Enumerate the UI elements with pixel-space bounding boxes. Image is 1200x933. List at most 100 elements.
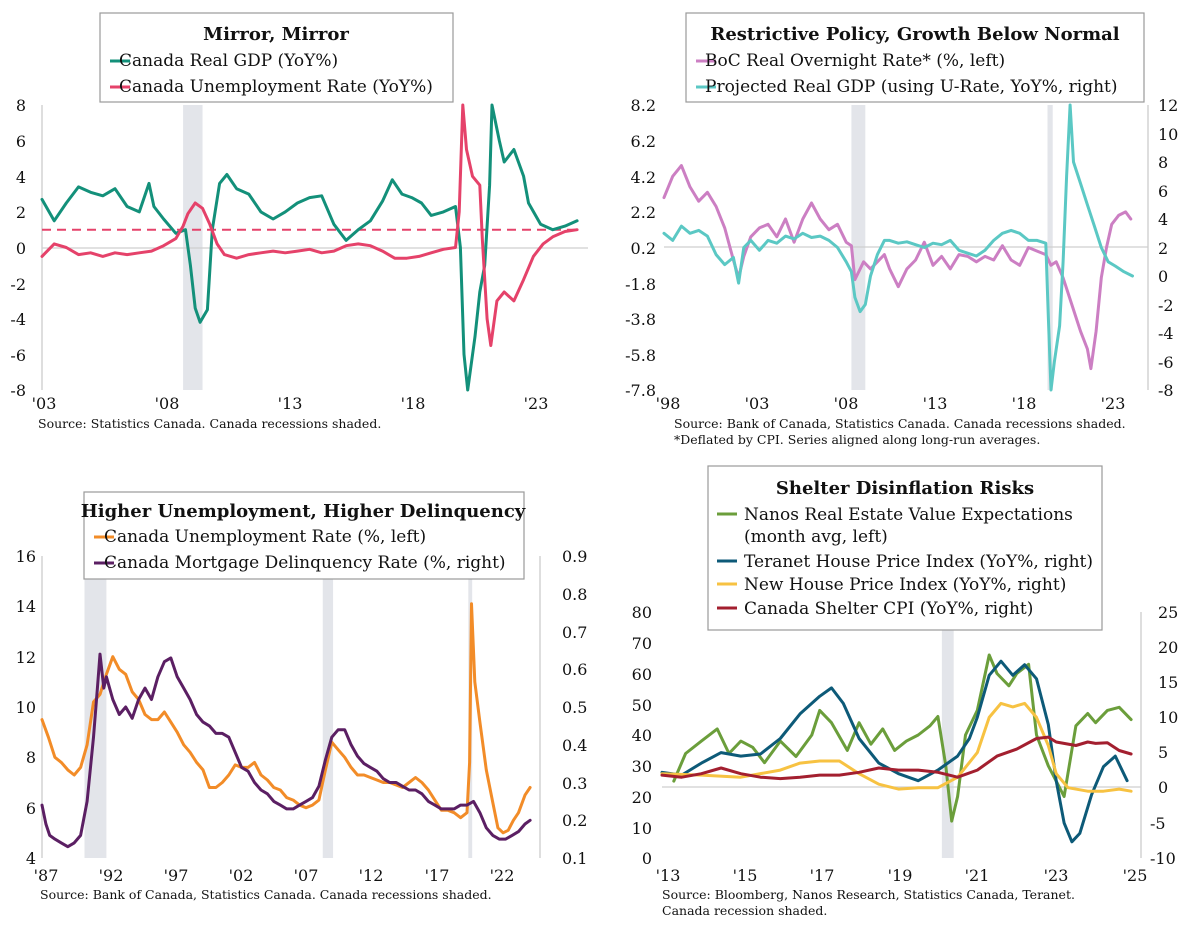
p3-series: [40, 602, 532, 849]
p3-y-right-tick: 0.2: [562, 811, 587, 830]
p2-y-right-tick: -2: [1158, 296, 1174, 315]
p1-series: [40, 103, 579, 392]
p4-series: [660, 653, 1133, 844]
p2-x-tick: '18: [1012, 394, 1037, 413]
series-line-purple: [40, 652, 532, 849]
p4-y-right-tick: 5: [1158, 743, 1168, 762]
p4-source-line-1: Source: Bloomberg, Nanos Research, Stati…: [662, 887, 1075, 902]
series-line-yellow: [660, 701, 1133, 793]
p4-x-tick: '19: [888, 866, 913, 885]
p1-x-ticks: '03 '08 '13 '18 '23: [32, 394, 549, 413]
p4-source-line-2: Canada recession shaded.: [662, 903, 827, 918]
p1-x-tick: '23: [524, 394, 549, 413]
p2-y-right-tick: 0: [1158, 267, 1168, 286]
p2-x-ticks: '98 '03 '08 '13 '18 '23: [656, 394, 1126, 413]
p2-y-left-tick: 6.2: [631, 132, 656, 151]
p3-legend-box: [83, 491, 525, 580]
p2-x-tick: '03: [745, 394, 770, 413]
p4-y-left-tick: 30: [632, 757, 652, 776]
p3-y-right-tick: 0.5: [562, 698, 587, 717]
p4-x-tick: '25: [1123, 866, 1148, 885]
p3-y-left-ticks: 16 14 12 10 8 6 4: [16, 547, 36, 868]
p1-y-tick: -2: [10, 275, 26, 294]
p1-legend-box: [99, 12, 454, 103]
p2-x-tick: '08: [834, 394, 859, 413]
p3-legend: Higher Unemployment, Higher Delinquency …: [81, 491, 526, 580]
p4-legend-shelter: Canada Shelter CPI (YoY%, right): [744, 599, 1033, 619]
p2-y-left-tick: 0.2: [631, 239, 656, 258]
p2-y-right-tick: 2: [1158, 239, 1168, 258]
p4-y-right-tick: 15: [1158, 673, 1178, 692]
p2-y-right-tick: 4: [1158, 210, 1168, 229]
p2-source-line-2: *Deflated by CPI. Series aligned along l…: [674, 432, 1040, 447]
p4-y-right-ticks: 25 20 15 10 5 0 -5 -10: [1150, 603, 1178, 868]
p4-y-left-tick: 0: [642, 849, 652, 868]
p2-y-left-tick: 8.2: [631, 96, 656, 115]
p4-y-left-tick: 80: [632, 603, 652, 622]
p4-x-tick: '15: [733, 866, 758, 885]
p3-x-tick: '22: [490, 866, 515, 885]
p2-x-tick: '98: [656, 394, 681, 413]
p4-x-tick: '23: [1044, 866, 1069, 885]
p1-y-tick: -4: [10, 310, 26, 329]
p4-title: Shelter Disinflation Risks: [776, 478, 1034, 499]
p3-legend-delinquency: Canada Mortgage Delinquency Rate (%, rig…: [104, 553, 506, 573]
p1-y-tick: -8: [10, 381, 26, 400]
p3-x-tick: '97: [164, 866, 189, 885]
p1-y-tick: 4: [16, 168, 26, 187]
p3-x-tick: '17: [425, 866, 450, 885]
p1-y-tick: 6: [16, 132, 26, 151]
p4-legend-nanos-line-2: (month avg, left): [744, 527, 888, 547]
p2-y-left-tick: -1.8: [625, 275, 656, 294]
p2-legend-box: [685, 12, 1145, 103]
p3-legend-urate: Canada Unemployment Rate (%, left): [104, 527, 426, 547]
p2-x-tick: '13: [923, 394, 948, 413]
p1-legend-urate: Canada Unemployment Rate (YoY%): [119, 77, 433, 97]
panel-higher-unemployment: 16 14 12 10 8 6 4 0.9 0.8 0.7 0.6 0.5 0.…: [16, 491, 587, 902]
series-line-red: [40, 103, 579, 347]
series-line-pink: [662, 164, 1133, 371]
p3-y-right-ticks: 0.9 0.8 0.7 0.6 0.5 0.4 0.3 0.2 0.1: [562, 547, 587, 868]
p3-y-right-tick: 0.1: [562, 849, 587, 868]
p2-y-right-ticks: 12 10 8 6 4 2 0 -2 -4 -6 -8: [1158, 96, 1178, 400]
p2-y-right-tick: -4: [1158, 324, 1174, 343]
p2-title: Restrictive Policy, Growth Below Normal: [710, 24, 1119, 45]
p3-y-left-tick: 6: [26, 799, 36, 818]
p4-legend-box: [707, 465, 1103, 631]
p3-y-right-tick: 0.8: [562, 585, 587, 604]
recession-band: [322, 556, 334, 858]
series-line-olive: [672, 653, 1133, 823]
p3-x-ticks: '87 '92 '97 '02 '07 '12 '17 '22: [34, 866, 515, 885]
p2-y-right-tick: 10: [1158, 125, 1178, 144]
p4-y-left-ticks: 80 70 60 50 40 30 20 10 0: [632, 603, 652, 868]
p4-legend-nanos: Nanos Real Estate Value Expectations: [744, 505, 1073, 525]
p1-legend: Mirror, Mirror Canada Real GDP (YoY%) Ca…: [99, 12, 454, 103]
p1-y-tick: 0: [16, 239, 26, 258]
p4-y-left-tick: 60: [632, 665, 652, 684]
p1-y-tick: -6: [10, 346, 26, 365]
p3-x-tick: '07: [294, 866, 319, 885]
p4-y-right-tick: 10: [1158, 708, 1178, 727]
p1-y-left-ticks: 8 6 4 2 0 -2 -4 -6 -8: [10, 96, 26, 400]
series-line-green: [40, 103, 579, 392]
p3-y-right-tick: 0.4: [562, 736, 587, 755]
panel-mirror-mirror: 8 6 4 2 0 -2 -4 -6 -8 '03 '08 '13 '18 '2…: [10, 12, 588, 431]
p4-y-right-tick: -10: [1150, 849, 1176, 868]
p4-legend: Shelter Disinflation Risks Nanos Real Es…: [707, 465, 1103, 631]
p1-x-tick: '13: [278, 394, 303, 413]
p2-y-right-tick: -8: [1158, 381, 1174, 400]
p4-y-left-tick: 50: [632, 696, 652, 715]
p3-x-tick: '02: [229, 866, 254, 885]
p2-y-left-tick: -7.8: [625, 381, 656, 400]
recession-band: [941, 612, 954, 858]
p1-y-tick: 2: [16, 203, 26, 222]
p1-x-tick: '08: [155, 394, 180, 413]
p4-y-right-tick: -5: [1150, 814, 1166, 833]
p2-legend-gdp: Projected Real GDP (using U-Rate, YoY%, …: [705, 77, 1118, 97]
p3-x-tick: '87: [34, 866, 59, 885]
series-line-maroon: [660, 735, 1133, 781]
p4-y-left-tick: 20: [632, 788, 652, 807]
p4-y-left-tick: 10: [632, 819, 652, 838]
p4-y-right-tick: 0: [1158, 778, 1168, 797]
p4-y-left-tick: 70: [632, 634, 652, 653]
